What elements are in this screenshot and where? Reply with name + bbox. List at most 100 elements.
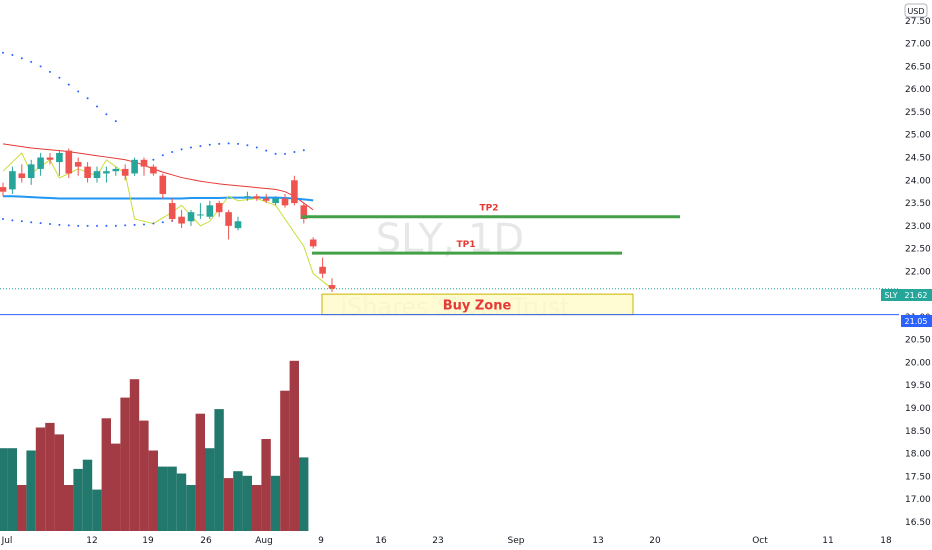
price-tick-label: 17.50 [905,472,931,482]
candlesticks [0,148,336,292]
psar-dot [86,97,89,100]
psar-dot [161,221,164,224]
psar-dot [255,146,258,149]
volume-bar [223,478,234,531]
volume-bar [214,409,224,531]
candle-body [0,187,7,192]
candle-body [253,196,261,199]
time-axis-bg[interactable] [0,531,932,550]
candle-body [197,214,204,216]
currency-badge[interactable] [904,3,928,18]
volume-bar [139,420,149,531]
psar-dot [86,224,89,227]
price-tick-label: 18.50 [905,427,931,437]
price-tick-label: 20.00 [905,358,931,368]
candle-body [93,171,101,179]
volume-bar [148,450,158,531]
psar-dot [284,152,286,155]
candle-body [9,171,16,190]
candle-body [65,150,73,174]
last-price-text: 21.62 [905,291,928,300]
support-price-tag [901,315,932,327]
psar-dot [143,223,145,226]
psar-dot [67,83,70,86]
psar-dot [96,105,98,108]
candle-body [131,159,138,174]
volume-bar [26,450,36,531]
candle-body [187,212,195,222]
candle-body [84,166,91,179]
volume-bar [129,379,140,531]
moving-average-blue [3,195,314,202]
candle-body [234,221,242,229]
psar-dot [30,60,33,63]
candle-body [272,198,279,204]
psar-dot [199,145,202,148]
candle-body [281,198,289,206]
psar-dot [20,220,23,223]
price-tick-label: 26.50 [905,62,931,72]
psar-dot [2,51,4,54]
volume-bar [205,448,215,531]
watermark-symbol: SLY, 1D [376,216,524,262]
time-tick-label: Sep [508,536,525,546]
psar-dot [49,70,51,73]
psar-dot [114,224,117,227]
price-tick-label: 27.50 [905,17,931,27]
candle-body [328,285,336,289]
psar-dot [11,54,14,57]
psar-dot [152,222,155,225]
price-axis: 16.50 17.00 17.50 18.00 18.50 19.00 19.50 20.00… [905,17,931,528]
price-tick-label: 25.00 [905,131,931,141]
tp2-label: TP2 [480,204,499,214]
psar-dot [30,221,33,224]
candle-body [37,157,44,169]
psar-dot [208,143,211,146]
time-axis: Jul 12 19 26 Aug 9 16 23 Sep 13 20 Oct 11 18 [1,536,892,546]
time-tick-label: 13 [592,536,603,546]
psar-dot [58,76,61,79]
volume-bar [299,457,309,531]
currency-label: USD [907,7,924,16]
volume-bar [45,422,55,531]
candle-body [291,180,298,204]
volume-bar [158,466,168,531]
volume-bar [176,473,187,531]
time-tick-label: 9 [318,536,324,546]
candle-body [150,166,157,174]
candle-body [168,203,176,220]
candle-body [309,239,317,247]
price-axis-bg[interactable] [899,0,932,550]
volume-bar [101,418,111,531]
volume-bar [73,468,83,531]
time-tick-label: 23 [432,536,443,546]
candle-body [262,198,270,201]
candle-body [159,175,167,194]
price-tick-label: 22.50 [905,245,931,255]
psar-dot [11,219,14,222]
time-tick-label: 12 [86,536,97,546]
psar-dot [227,142,230,145]
moving-average-red [2,143,314,211]
volume-bar [280,390,290,531]
last-price-tag [901,289,932,301]
time-tick-label: Aug [255,536,273,546]
volume-bar [82,459,93,531]
symbol-tag-text: SLY [884,291,897,300]
psar-dot [237,142,239,145]
psar-dot [67,224,70,227]
psar-dot [105,224,108,227]
price-tick-label: 27.00 [905,40,931,50]
psar-dot [20,57,23,60]
psar-dot [190,146,192,149]
volume-bar [167,466,177,531]
candle-body [225,212,232,226]
candle-body [300,205,308,220]
volume-bar [186,485,196,531]
psar-dot [124,224,127,227]
time-tick-label: 16 [375,536,387,546]
psar-dot [265,149,268,152]
volume-bar [270,475,281,531]
